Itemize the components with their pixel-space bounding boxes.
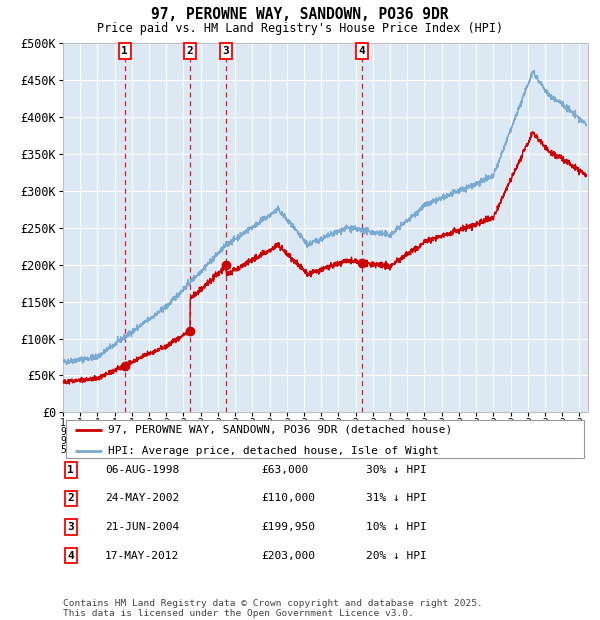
Text: 2: 2 (67, 494, 74, 503)
Text: 4: 4 (359, 46, 365, 56)
Text: 17-MAY-2012: 17-MAY-2012 (105, 551, 179, 560)
Text: Price paid vs. HM Land Registry's House Price Index (HPI): Price paid vs. HM Land Registry's House … (97, 22, 503, 35)
Text: Contains HM Land Registry data © Crown copyright and database right 2025.
This d: Contains HM Land Registry data © Crown c… (63, 599, 483, 618)
Text: £63,000: £63,000 (261, 465, 308, 475)
Text: 97, PEROWNE WAY, SANDOWN, PO36 9DR: 97, PEROWNE WAY, SANDOWN, PO36 9DR (151, 7, 449, 22)
Text: £199,950: £199,950 (261, 522, 315, 532)
Text: 30% ↓ HPI: 30% ↓ HPI (366, 465, 427, 475)
Text: 21-JUN-2004: 21-JUN-2004 (105, 522, 179, 532)
Text: 1: 1 (121, 46, 128, 56)
Text: 10% ↓ HPI: 10% ↓ HPI (366, 522, 427, 532)
Text: 3: 3 (67, 522, 74, 532)
Text: £110,000: £110,000 (261, 494, 315, 503)
Text: 3: 3 (223, 46, 229, 56)
Text: 20% ↓ HPI: 20% ↓ HPI (366, 551, 427, 560)
Text: 06-AUG-1998: 06-AUG-1998 (105, 465, 179, 475)
FancyBboxPatch shape (65, 420, 584, 458)
Text: 2: 2 (187, 46, 194, 56)
Text: 4: 4 (67, 551, 74, 560)
Text: 24-MAY-2002: 24-MAY-2002 (105, 494, 179, 503)
Text: 97, PEROWNE WAY, SANDOWN, PO36 9DR (detached house): 97, PEROWNE WAY, SANDOWN, PO36 9DR (deta… (107, 425, 452, 435)
Text: 31% ↓ HPI: 31% ↓ HPI (366, 494, 427, 503)
Text: HPI: Average price, detached house, Isle of Wight: HPI: Average price, detached house, Isle… (107, 446, 439, 456)
Text: 1: 1 (67, 465, 74, 475)
Text: £203,000: £203,000 (261, 551, 315, 560)
